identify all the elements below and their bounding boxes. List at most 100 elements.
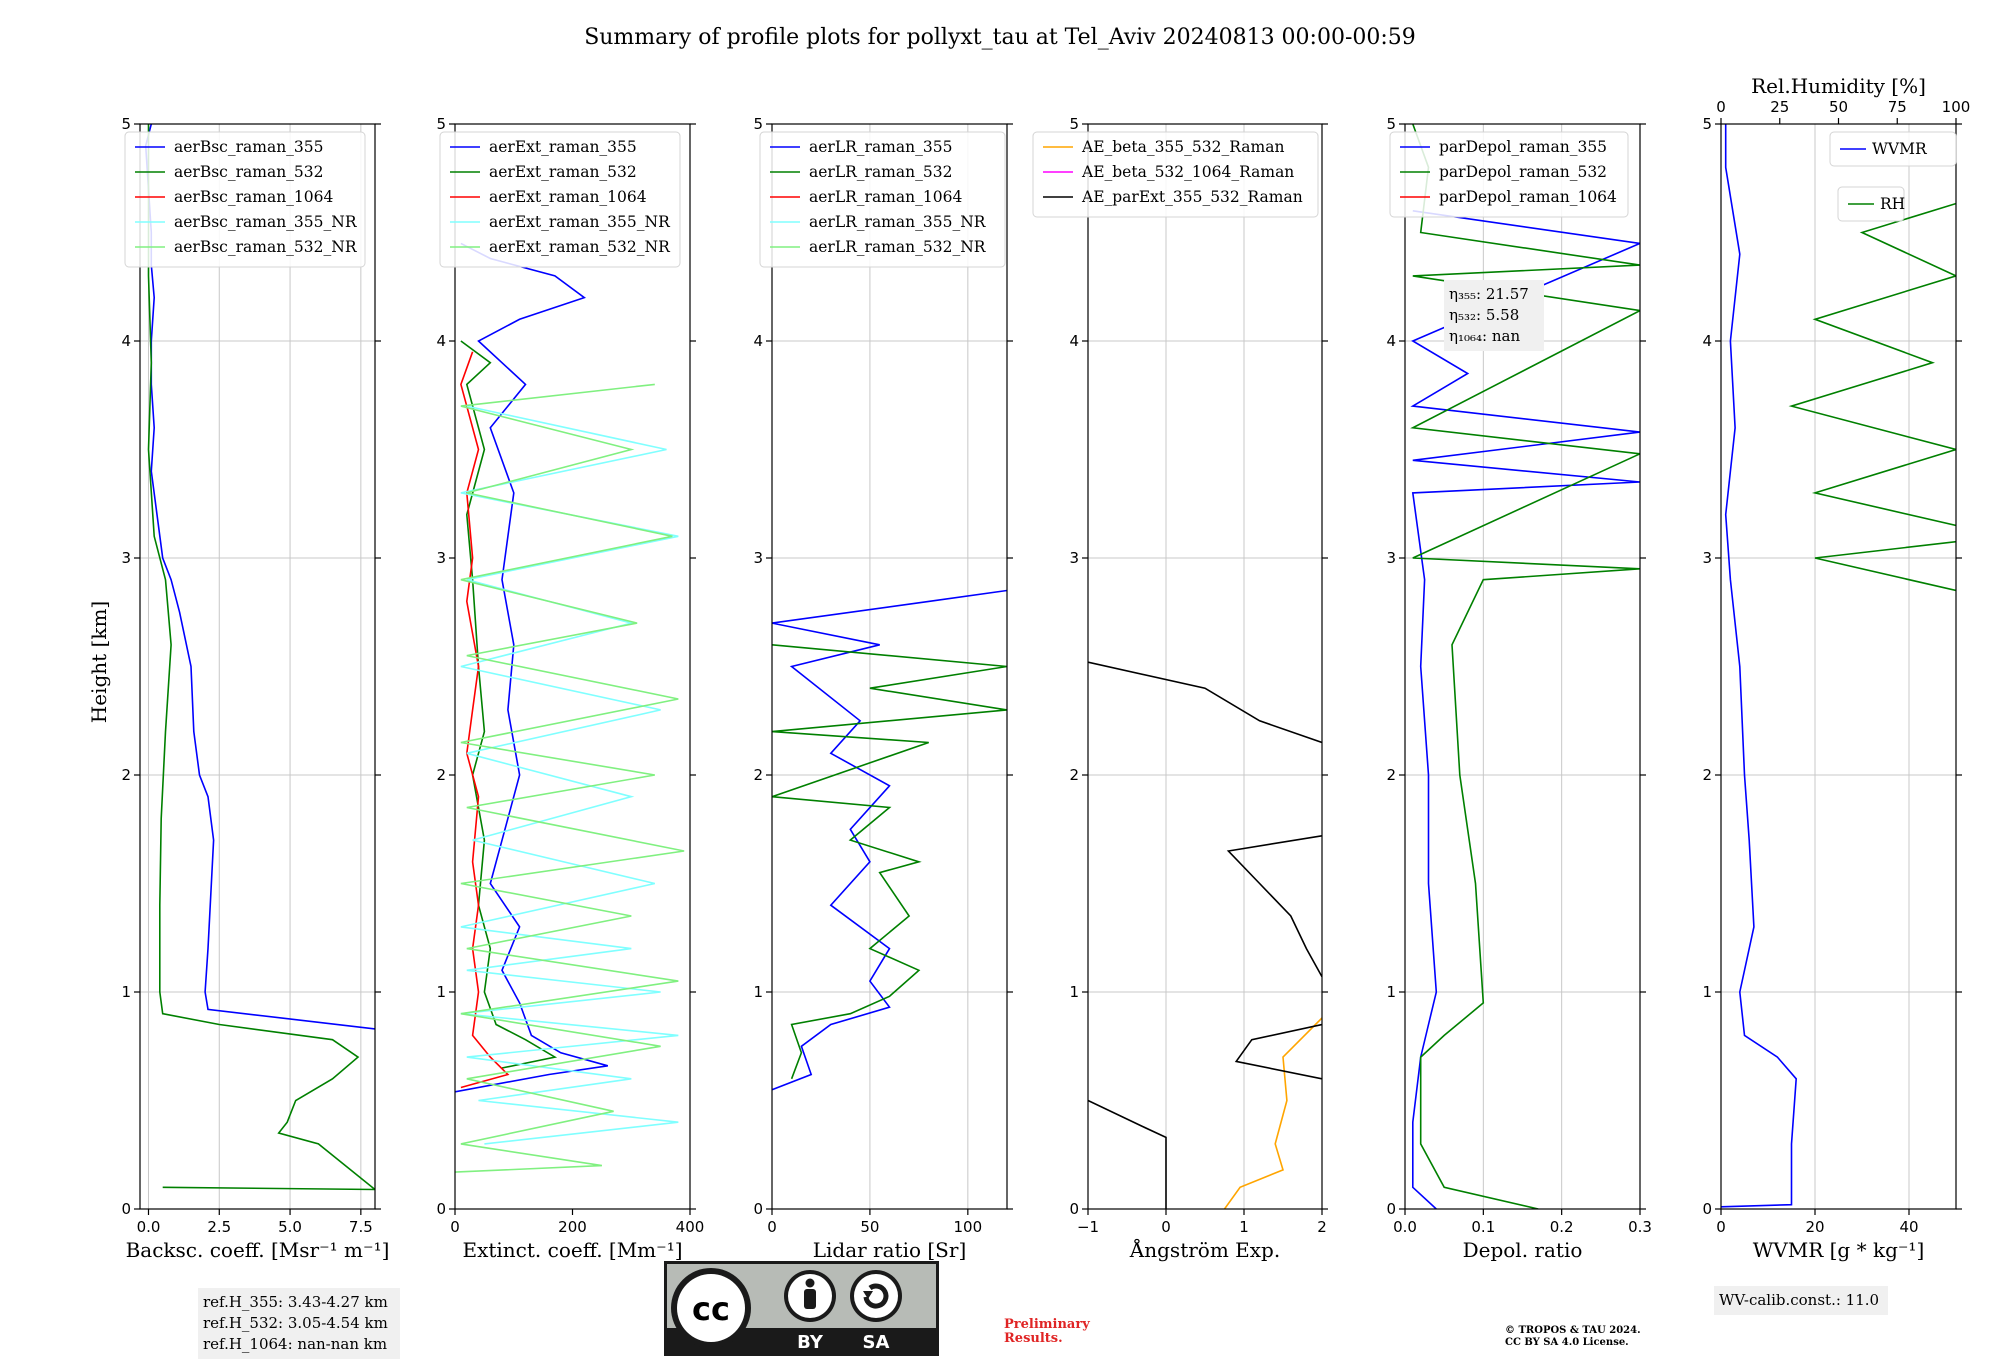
- y-tick-label: 5: [753, 115, 763, 133]
- series-line: [1410, 124, 1640, 1209]
- y-tick-label: 0: [753, 1200, 763, 1218]
- x-tick-label: 1: [1239, 1218, 1249, 1236]
- legend-box: [124, 131, 366, 268]
- cc-license-badge: cc BY SA: [664, 1261, 939, 1356]
- y-tick-label: 3: [1069, 549, 1079, 567]
- series-line: [772, 644, 1007, 1080]
- y-tick-label: 1: [753, 983, 763, 1001]
- legend-label: aerLR_raman_532_NR: [809, 238, 987, 256]
- y-tick-label: 2: [121, 766, 131, 784]
- y-tick-label: 2: [436, 766, 446, 784]
- legend-label: aerLR_raman_532: [809, 163, 952, 181]
- x-tick-label: 400: [676, 1218, 705, 1236]
- y-tick-label: 2: [753, 766, 763, 784]
- copyright-line-2: CC BY SA 4.0 License.: [1505, 1337, 1629, 1348]
- legend-label: parDepol_raman_1064: [1439, 188, 1617, 206]
- series-group: [144, 124, 375, 1191]
- y-tick-label: 4: [753, 332, 763, 350]
- y-tick-label: 1: [1386, 983, 1396, 1001]
- copyright-line-1: © TROPOS & TAU 2024.: [1505, 1325, 1641, 1336]
- panel-3: 0 50 100 Lidar ratio [Sr] 0 1 2 3 4 5 aerLR_raman_…: [753, 115, 1013, 1262]
- y-axis-label: Height [km]: [87, 601, 111, 723]
- series-line: [1088, 1099, 1167, 1209]
- legend-label: aerBsc_raman_1064: [174, 188, 334, 206]
- series-line: [1226, 835, 1322, 978]
- x-tick-label: 50: [860, 1218, 879, 1236]
- series-line: [1223, 1017, 1322, 1209]
- x-tick-label: 0: [767, 1218, 777, 1236]
- series-line: [1721, 124, 1798, 1208]
- legend-label: RH: [1880, 195, 1905, 213]
- x2-tick-label: 100: [1942, 98, 1971, 116]
- series-group: [455, 242, 685, 1173]
- y-tick-label: 3: [753, 549, 763, 567]
- x-tick-label: 0: [1716, 1218, 1726, 1236]
- x-tick-label: 0.0: [137, 1218, 161, 1236]
- info-box: [1444, 280, 1544, 351]
- legend-label: aerExt_raman_1064: [489, 188, 647, 206]
- y-tick-label: 5: [436, 115, 446, 133]
- plot-frame: [771, 123, 1008, 1210]
- legend-label: AE_beta_355_532_Raman: [1081, 138, 1284, 156]
- legend-box: [1829, 131, 1957, 167]
- x-axis-label: Depol. ratio: [1463, 1238, 1583, 1262]
- series-group: [772, 589, 1007, 1091]
- legend-label: aerExt_raman_355_NR: [489, 213, 671, 231]
- y-tick-label: 0: [1386, 1200, 1396, 1218]
- info-box-line: ref.H_532: 3.05-4.54 km: [203, 1314, 388, 1332]
- series-line: [1788, 202, 1956, 592]
- y-tick-label: 5: [1702, 115, 1712, 133]
- y-tick-label: 4: [121, 332, 131, 350]
- y-tick-label: 0: [436, 1200, 446, 1218]
- svg-text:cc: cc: [692, 1290, 730, 1328]
- y-tick-label: 5: [1069, 115, 1079, 133]
- y-tick-label: 2: [1702, 766, 1712, 784]
- y-tick-label: 1: [436, 983, 446, 1001]
- x-axis-label: Lidar ratio [Sr]: [813, 1238, 967, 1262]
- legend-label: aerLR_raman_355: [809, 138, 952, 156]
- y-tick-label: 2: [1386, 766, 1396, 784]
- x-tick-label: 0.3: [1628, 1218, 1652, 1236]
- series-line: [455, 383, 685, 1173]
- y-tick-label: 5: [121, 115, 131, 133]
- legend-box: [1389, 131, 1629, 218]
- y-tick-label: 3: [436, 549, 446, 567]
- y-tick-label: 5: [1386, 115, 1396, 133]
- series-line: [1234, 1023, 1322, 1080]
- series-line: [455, 242, 609, 1093]
- x-tick-label: 100: [954, 1218, 983, 1236]
- info-box-line: ref.H_355: 3.43-4.27 km: [203, 1293, 388, 1311]
- x-tick-label: 2: [1317, 1218, 1327, 1236]
- y-tick-label: 3: [1702, 549, 1712, 567]
- y-tick-label: 0: [1702, 1200, 1712, 1218]
- y-tick-label: 4: [1069, 332, 1079, 350]
- x2-axis-label: Rel.Humidity [%]: [1751, 74, 1926, 98]
- y-tick-label: 3: [121, 549, 131, 567]
- info-box: [198, 1288, 400, 1359]
- info-box: [1714, 1286, 1888, 1315]
- x-axis-label: WVMR [g * kg⁻¹]: [1753, 1238, 1925, 1262]
- series-line: [460, 405, 679, 1145]
- legend-label: aerExt_raman_532: [489, 163, 637, 181]
- legend-label: aerLR_raman_1064: [809, 188, 962, 206]
- y-tick-label: 1: [1702, 983, 1712, 1001]
- legend-label: AE_beta_532_1064_Raman: [1081, 163, 1294, 181]
- x-tick-label: 0: [1161, 1218, 1171, 1236]
- x2-tick-label: 0: [1716, 98, 1726, 116]
- legend-label: parDepol_raman_532: [1439, 163, 1607, 181]
- legend-box: [759, 131, 1006, 268]
- x2-tick-label: 50: [1829, 98, 1848, 116]
- series-line: [772, 589, 1007, 1091]
- x-tick-label: 7.5: [349, 1218, 373, 1236]
- cc-sa-label: SA: [863, 1332, 890, 1353]
- preliminary-line-1: Preliminary: [1004, 1317, 1090, 1332]
- series-line: [147, 124, 375, 1191]
- x-tick-label: 40: [1899, 1218, 1918, 1236]
- y-tick-label: 1: [1069, 983, 1079, 1001]
- y-tick-label: 4: [1702, 332, 1712, 350]
- y-tick-label: 4: [1386, 332, 1396, 350]
- preliminary-line-2: Results.: [1004, 1331, 1063, 1346]
